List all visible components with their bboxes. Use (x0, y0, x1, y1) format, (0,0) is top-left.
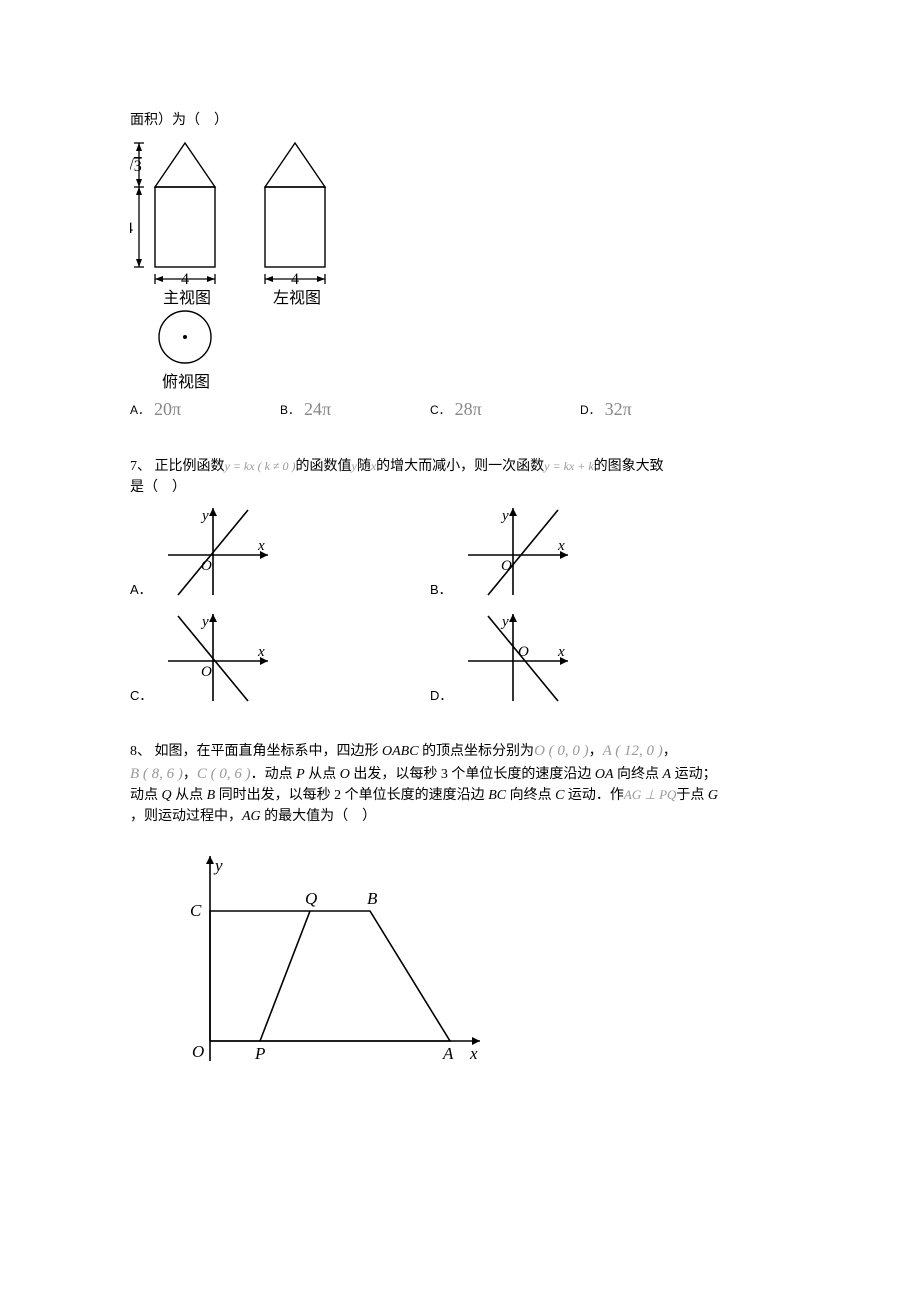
q8-num: 8、 (130, 744, 151, 759)
q6-opt-d-val: 32π (605, 399, 632, 420)
q6-opt-b-val: 24π (304, 399, 331, 420)
q8-oabc: OABC (382, 744, 419, 759)
q8-line4: ，则运动过程中，AG 的最大值为（ ） (130, 806, 790, 827)
label-left-view: 左视图 (273, 289, 321, 305)
q6-fragment: 面积）为（ ） (130, 110, 790, 131)
q6-options: A． 20π B． 24π C． 28π D． 32π (130, 399, 790, 420)
q6-opt-c-label: C． (430, 401, 451, 418)
q7-graph-a: y x O (158, 500, 278, 600)
svg-text:Q: Q (305, 889, 317, 908)
svg-text:x: x (557, 538, 565, 554)
q8-C: C ( 0, 6 ) (197, 766, 251, 782)
q6-main-left-svg: 2√3 4 4 主视图 (130, 135, 360, 305)
q8-AGPQ: AG ⊥ PQ (624, 787, 676, 802)
q8-figure: y C Q B O P A x (160, 841, 790, 1081)
dim-cyl-h: 4 (130, 220, 133, 237)
svg-text:C: C (190, 901, 202, 920)
q7-graph-b: y x O (458, 500, 578, 600)
svg-text:O: O (518, 644, 529, 660)
svg-text:y: y (200, 614, 209, 630)
q7-label-b: B． (430, 579, 452, 600)
q7-graph-c: y x O (158, 606, 278, 706)
q7-line1: 7、 正比例函数y = kx ( k ≠ 0 )的函数值y随x的增大而减小，则一… (130, 456, 790, 477)
q7-label-a: A． (130, 579, 152, 600)
label-main-view: 主视图 (163, 289, 211, 305)
q7-t-d: 的增大而减小，则一次函数 (376, 459, 544, 474)
q6-opt-b-label: B． (280, 401, 300, 418)
svg-text:x: x (257, 538, 265, 554)
q7-graph-d: y x O (458, 606, 578, 706)
svg-text:B: B (367, 889, 378, 908)
q7-eq2: y = kx + k (544, 459, 594, 473)
svg-text:y: y (500, 614, 509, 630)
svg-text:O: O (192, 1042, 204, 1061)
svg-text:O: O (501, 558, 512, 574)
q6-figure: 2√3 4 4 主视图 (130, 135, 790, 397)
q8-svg: y C Q B O P A x (160, 841, 500, 1081)
label-top-view: 俯视图 (162, 373, 210, 391)
svg-text:y: y (500, 508, 509, 524)
q7-t-a: 正比例函数 (155, 459, 225, 474)
q7-t-c: 随 (357, 459, 371, 474)
q7-eq1: y = kx ( k ≠ 0 ) (225, 459, 296, 473)
q7-t-e: 的图象大致 (594, 459, 664, 474)
q7-label-c: C． (130, 685, 152, 706)
q6-opt-d-label: D． (580, 401, 601, 418)
svg-text:x: x (257, 644, 265, 660)
svg-text:x: x (557, 644, 565, 660)
svg-text:y: y (200, 508, 209, 524)
svg-text:O: O (201, 664, 212, 680)
svg-text:x: x (469, 1044, 478, 1063)
q7-line2: 是（ ） (130, 477, 790, 498)
q6-opt-a-val: 20π (154, 399, 181, 420)
dim-cone-h: 2√3 (130, 158, 142, 175)
q7-graphs: A． y x O B． y x O (130, 500, 790, 706)
q8-A: A ( 12, 0 ) (603, 743, 663, 759)
q6-opt-a-label: A． (130, 401, 150, 418)
q8-B: B ( 8, 6 ) (130, 766, 183, 782)
q8-line2: B ( 8, 6 )，C ( 0, 6 )．动点 P 从点 O 出发，以每秒 3… (130, 763, 790, 786)
q6-opt-c-val: 28π (455, 399, 482, 420)
svg-text:O: O (201, 558, 212, 574)
q7-num: 7、 (130, 459, 151, 474)
svg-text:A: A (442, 1044, 454, 1063)
q6-top-svg: 俯视图 (130, 305, 250, 397)
dim-main-w: 4 (181, 271, 189, 288)
q7-t-b: 的函数值 (295, 459, 351, 474)
svg-text:P: P (254, 1044, 265, 1063)
q8-O: O ( 0, 0 ) (534, 743, 589, 759)
q7-label-d: D． (430, 685, 452, 706)
svg-text:y: y (213, 856, 223, 875)
q8-line1: 8、 如图，在平面直角坐标系中，四边形 OABC 的顶点坐标分别为O ( 0, … (130, 740, 790, 763)
q8-line3: 动点 Q 从点 B 同时出发，以每秒 2 个单位长度的速度沿边 BC 向终点 C… (130, 785, 790, 806)
dim-left-w: 4 (291, 271, 299, 288)
